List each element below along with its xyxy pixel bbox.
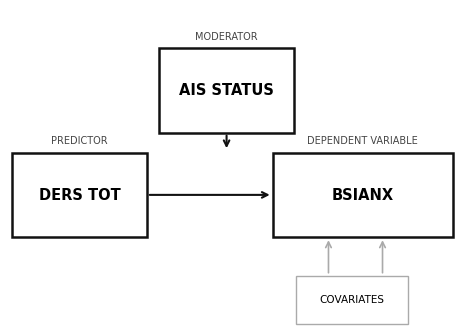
FancyBboxPatch shape bbox=[12, 153, 147, 237]
Text: COVARIATES: COVARIATES bbox=[319, 294, 384, 305]
Text: DERS TOT: DERS TOT bbox=[38, 188, 120, 203]
Text: MODERATOR: MODERATOR bbox=[195, 32, 258, 42]
FancyBboxPatch shape bbox=[296, 276, 408, 324]
Text: PREDICTOR: PREDICTOR bbox=[51, 136, 108, 146]
FancyBboxPatch shape bbox=[159, 48, 294, 133]
Text: AIS STATUS: AIS STATUS bbox=[179, 83, 274, 98]
Text: BSIANX: BSIANX bbox=[331, 188, 394, 203]
Text: DEPENDENT VARIABLE: DEPENDENT VARIABLE bbox=[307, 136, 418, 146]
FancyBboxPatch shape bbox=[273, 153, 453, 237]
